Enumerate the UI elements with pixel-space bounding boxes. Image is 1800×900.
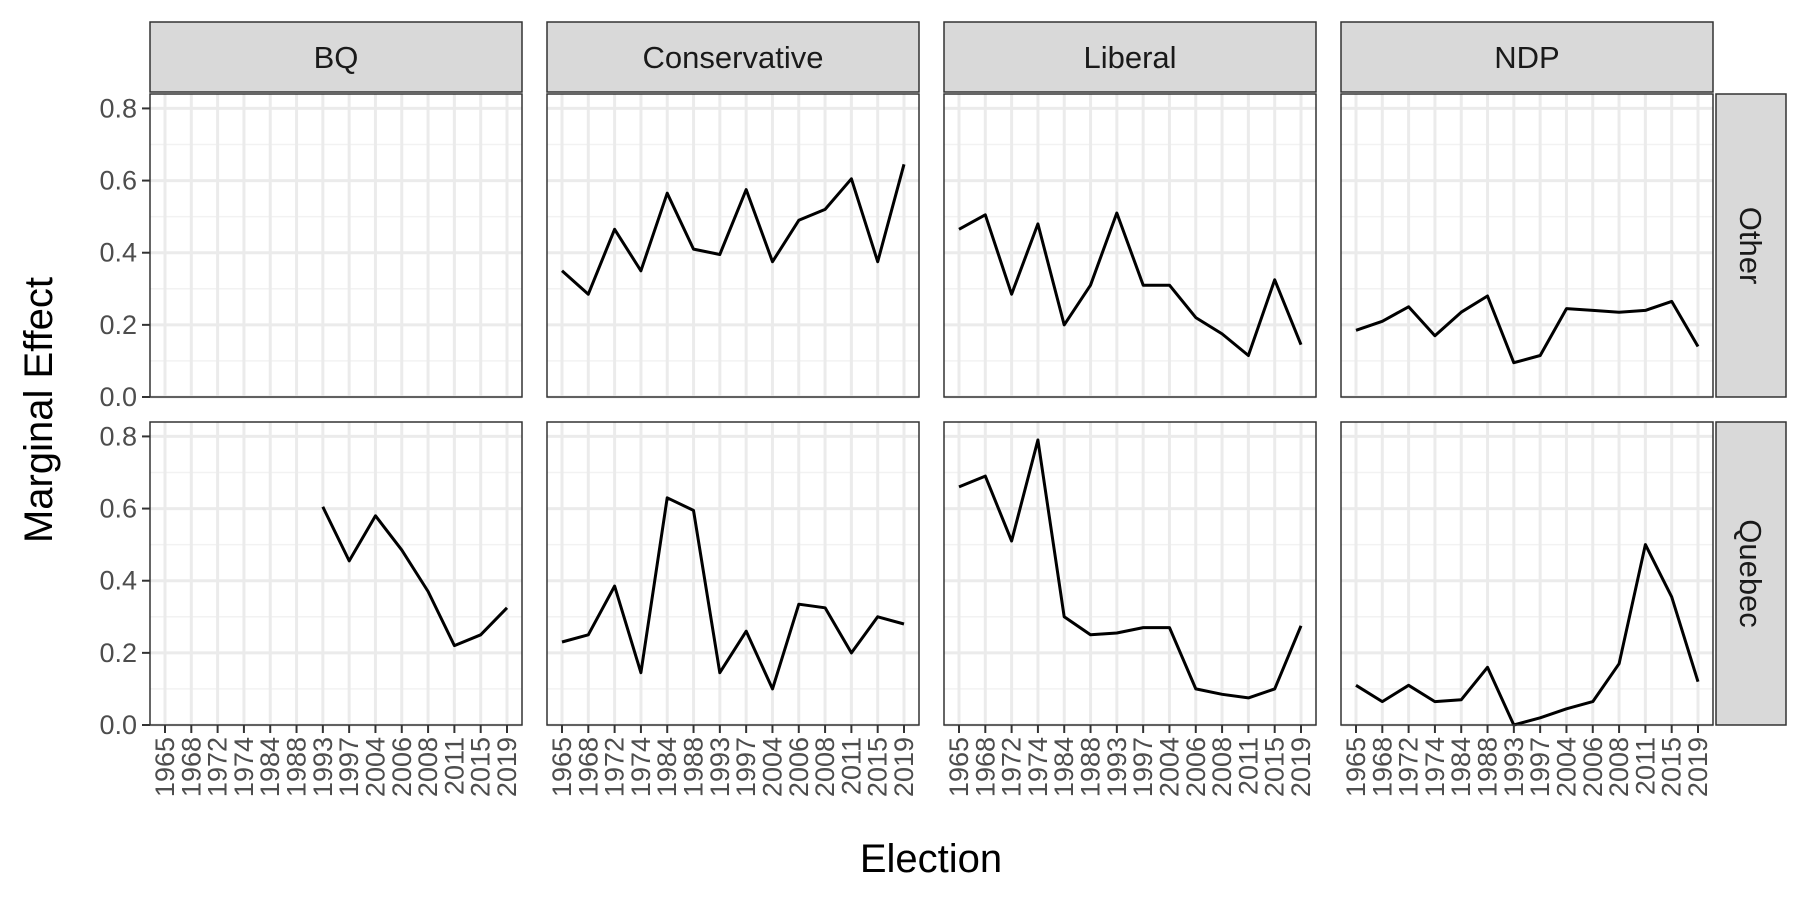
x-axis-title: Election: [860, 837, 1002, 881]
strip-label: NDP: [1494, 40, 1559, 75]
panel-other-bq: [150, 94, 522, 397]
x-tick-label: 2019: [889, 737, 919, 797]
y-tick-label: 0.2: [99, 310, 137, 340]
panel-other-conservative: [547, 94, 919, 397]
y-tick-label: 0.4: [99, 566, 137, 596]
panel-background: [944, 422, 1316, 725]
y-tick-label: 0.8: [99, 93, 137, 123]
x-axis-bq: 1965196819721974198419881993199720042006…: [150, 725, 522, 797]
strip-quebec: Quebec: [1716, 422, 1786, 725]
panel-quebec-liberal: [944, 422, 1316, 725]
y-tick-label: 0.4: [99, 238, 137, 268]
y-axes-layer: 0.0 0.2 0.4 0.6 0.8 0.0 0.2 0.4 0.6 0.8: [99, 93, 150, 740]
x-axis-conservative: 1965196819721974198419881993199720042006…: [547, 725, 919, 797]
strip-label: BQ: [314, 40, 359, 75]
panel-background: [150, 422, 522, 725]
y-tick-label: 0.2: [99, 638, 137, 668]
panel-background: [1341, 422, 1713, 725]
y-tick-label: 0.8: [99, 421, 137, 451]
strip-label: Conservative: [643, 40, 824, 75]
panels-layer: [150, 94, 1713, 725]
x-axis-liberal: 1965196819721974198419881993199720042006…: [944, 725, 1316, 797]
strip-label: Liberal: [1083, 40, 1176, 75]
strip-liberal: Liberal: [944, 22, 1316, 92]
strip-label: Other: [1733, 207, 1768, 285]
y-axis-quebec: 0.0 0.2 0.4 0.6 0.8: [99, 421, 150, 740]
y-axis-other: 0.0 0.2 0.4 0.6 0.8: [99, 93, 150, 412]
x-axis-ndp: 1965196819721974198419881993199720042006…: [1341, 725, 1713, 797]
x-tick-label: 2019: [1286, 737, 1316, 797]
panel-quebec-bq: [150, 422, 522, 725]
panel-background: [547, 94, 919, 397]
panel-background: [547, 422, 919, 725]
y-axis-title: Marginal Effect: [17, 277, 61, 543]
strip-conservative: Conservative: [547, 22, 919, 92]
strip-bq: BQ: [150, 22, 522, 92]
panel-other-liberal: [944, 94, 1316, 397]
panel-quebec-ndp: [1341, 422, 1713, 725]
strip-ndp: NDP: [1341, 22, 1713, 92]
y-tick-label: 0.6: [99, 166, 137, 196]
panel-other-ndp: [1341, 94, 1713, 397]
x-tick-label: 2019: [1683, 737, 1713, 797]
y-tick-label: 0.0: [99, 710, 137, 740]
panel-background: [150, 94, 522, 397]
panel-quebec-conservative: [547, 422, 919, 725]
x-axes-layer: 1965196819721974198419881993199720042006…: [150, 725, 1713, 797]
y-tick-label: 0.0: [99, 382, 137, 412]
panel-background: [1341, 94, 1713, 397]
x-tick-label: 2019: [492, 737, 522, 797]
strip-label: Quebec: [1733, 519, 1768, 628]
y-tick-label: 0.6: [99, 494, 137, 524]
strip-other: Other: [1716, 94, 1786, 397]
